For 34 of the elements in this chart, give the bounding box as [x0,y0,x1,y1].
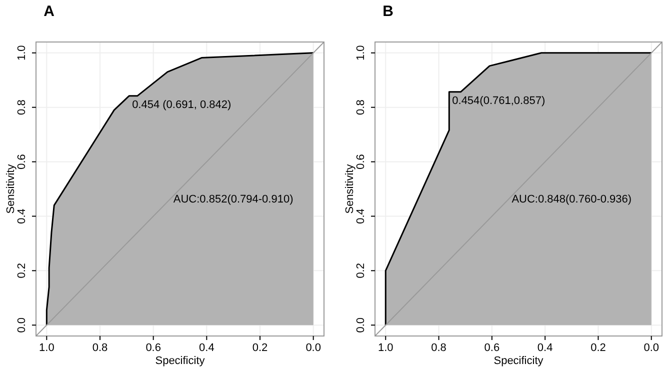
x-tick-label: 0.4 [199,342,214,354]
annotation: AUC:0.852(0.794-0.910) [173,194,294,206]
x-tick-label: 0.8 [431,342,446,354]
y-tick-label: 0.4 [355,208,367,224]
y-tick-label: 0.0 [16,317,28,333]
y-axis-title: Sensitivity [5,164,17,214]
x-axis-title: Specificity [155,355,206,367]
x-tick-label: 0.4 [537,342,553,354]
y-tick-label: 0.4 [16,208,28,224]
annotation: 0.454 (0.691, 0.842) [132,98,232,111]
y-tick-label: 1.0 [16,45,28,61]
x-tick-label: 0.0 [644,342,660,354]
annotation: AUC:0.848(0.760-0.936) [512,194,632,206]
y-tick-label: 0.2 [16,263,28,278]
y-tick-label: 0.8 [355,100,367,115]
x-axis-title: Specificity [494,355,544,367]
x-tick-label: 1.0 [39,342,54,354]
y-tick-label: 0.0 [355,317,367,333]
x-tick-label: 0.6 [146,342,161,354]
x-tick-label: 1.0 [378,342,394,354]
y-tick-label: 1.0 [355,45,367,61]
x-tick-label: 0.2 [590,342,606,354]
y-axis-title: Sensitivity [344,164,356,214]
x-tick-label: 0.6 [484,342,500,354]
y-tick-label: 0.8 [16,100,28,115]
x-tick-label: 0.8 [92,342,108,354]
chart-title: A [44,3,55,20]
chart-title: B [382,3,394,20]
annotation: 0.454(0.761,0.857) [452,94,546,107]
y-tick-label: 0.6 [16,154,28,170]
x-tick-label: 0.2 [252,342,268,354]
y-tick-label: 0.2 [355,263,367,278]
x-tick-label: 0.0 [306,342,321,354]
y-tick-label: 0.6 [355,154,367,170]
